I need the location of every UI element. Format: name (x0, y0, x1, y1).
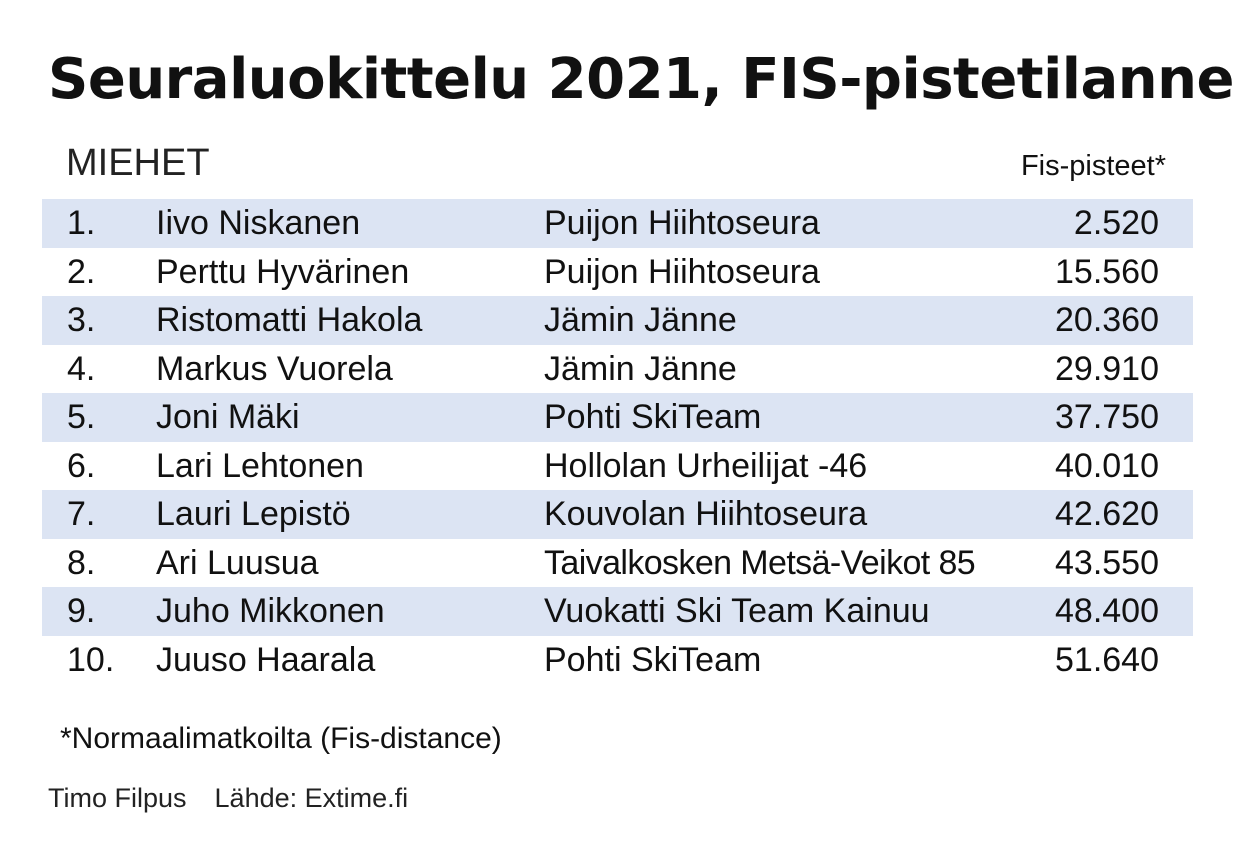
athlete-name-cell: Lari Lehtonen (156, 446, 364, 485)
points-cell: 29.910 (1055, 349, 1159, 388)
club-cell: Pohti SkiTeam (544, 640, 762, 679)
points-cell: 15.560 (1055, 252, 1159, 291)
points-column-header: Fis-pisteet* (1020, 150, 1166, 182)
table-row: 9. Juho Mikkonen Vuokatti Ski Team Kainu… (42, 587, 1193, 636)
rank-cell: 2. (67, 252, 96, 291)
club-cell: Vuokatti Ski Team Kainuu (544, 592, 930, 630)
rank-cell: 7. (67, 495, 96, 533)
rank-cell: 10. (67, 640, 115, 679)
club-cell: Taivalkosken Metsä-Veikot 85 (544, 543, 976, 582)
rank-cell: 8. (67, 543, 96, 582)
table-row: 10. Juuso Haarala Pohti SkiTeam 51.640 (42, 636, 1193, 685)
athlete-name-cell: Juuso Haarala (156, 640, 376, 679)
ranking-table: 1. Iivo Niskanen Puijon Hiihtoseura 2.52… (42, 199, 1193, 684)
section-label: MIEHET (66, 142, 210, 184)
athlete-name-cell: Markus Vuorela (156, 349, 393, 388)
points-cell: 40.010 (1055, 446, 1159, 485)
athlete-name-cell: Ari Luusua (156, 543, 319, 582)
points-cell: 20.360 (1055, 301, 1159, 339)
athlete-name-cell: Lauri Lepistö (156, 495, 351, 533)
athlete-name-cell: Iivo Niskanen (156, 204, 361, 242)
points-cell: 51.640 (1055, 640, 1159, 679)
club-cell: Kouvolan Hiihtoseura (544, 495, 868, 533)
credits: Timo Filpus Lähde: Extime.fi (48, 780, 408, 816)
athlete-name-cell: Ristomatti Hakola (156, 301, 423, 339)
points-cell: 37.750 (1055, 398, 1159, 436)
rank-cell: 4. (67, 349, 96, 388)
table-row: 1. Iivo Niskanen Puijon Hiihtoseura 2.52… (42, 199, 1193, 248)
rank-cell: 3. (67, 301, 96, 339)
table-row: 7. Lauri Lepistö Kouvolan Hiihtoseura 42… (42, 490, 1193, 539)
club-cell: Puijon Hiihtoseura (544, 204, 820, 242)
footnote: *Normaalimatkoilta (Fis-distance) (60, 722, 502, 755)
table-row: 5. Joni Mäki Pohti SkiTeam 37.750 (42, 393, 1193, 442)
rank-cell: 5. (67, 398, 96, 436)
points-cell: 48.400 (1055, 592, 1159, 630)
points-cell: 43.550 (1055, 543, 1159, 582)
club-cell: Hollolan Urheilijat -46 (544, 446, 868, 485)
source-credit: Lähde: Extime.fi (214, 783, 409, 813)
club-cell: Puijon Hiihtoseura (544, 252, 820, 291)
points-cell: 2.520 (1073, 204, 1159, 242)
rank-cell: 1. (67, 204, 96, 242)
rank-cell: 9. (67, 592, 96, 630)
club-cell: Pohti SkiTeam (544, 398, 762, 436)
table-row: 4. Markus Vuorela Jämin Jänne 29.910 (42, 345, 1193, 394)
rank-cell: 6. (67, 446, 96, 485)
page-title: Seuraluokittelu 2021, FIS-pistetilanne (48, 47, 1234, 112)
points-cell: 42.620 (1055, 495, 1159, 533)
athlete-name-cell: Perttu Hyvärinen (156, 252, 410, 291)
table-row: 3. Ristomatti Hakola Jämin Jänne 20.360 (42, 296, 1193, 345)
table-row: 6. Lari Lehtonen Hollolan Urheilijat -46… (42, 442, 1193, 491)
table-row: 2. Perttu Hyvärinen Puijon Hiihtoseura 1… (42, 248, 1193, 297)
table-row: 8. Ari Luusua Taivalkosken Metsä-Veikot … (42, 539, 1193, 588)
author-credit: Timo Filpus (48, 783, 187, 813)
club-cell: Jämin Jänne (544, 349, 737, 388)
athlete-name-cell: Juho Mikkonen (156, 592, 385, 630)
club-cell: Jämin Jänne (544, 301, 737, 339)
athlete-name-cell: Joni Mäki (156, 398, 300, 436)
